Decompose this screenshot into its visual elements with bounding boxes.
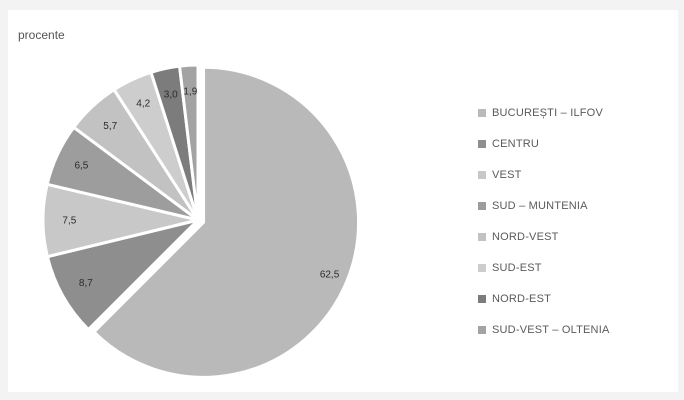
pie-slice-centru (45, 217, 203, 332)
data-label-sud-vest-oltenia: 1,9 (183, 87, 197, 98)
legend-item-sud-muntenia: SUD – MUNTENIA (478, 190, 610, 221)
legend-swatch (478, 232, 486, 241)
data-label-nord-est: 3,0 (164, 89, 178, 100)
legend-label: VEST (492, 168, 522, 181)
legend-label: SUD-EST (492, 261, 542, 274)
legend-label: NORD-VEST (492, 230, 559, 243)
legend: BUCUREȘTI – ILFOV CENTRU VEST SUD – MUNTENI… (478, 97, 610, 345)
data-label-nord-vest: 5,7 (103, 121, 117, 132)
legend-item-nord-vest: NORD-VEST (478, 221, 610, 252)
legend-item-bucuresti-ilfov: BUCUREȘTI – ILFOV (478, 97, 610, 128)
data-label-bucuresti-ilfov: 62,5 (320, 269, 340, 280)
legend-label: CENTRU (492, 137, 540, 150)
legend-swatch (478, 170, 486, 179)
legend-label: BUCUREȘTI – ILFOV (492, 106, 603, 119)
pie-slice-sud-vest-oltenia (177, 63, 200, 221)
legend-swatch (478, 294, 486, 303)
legend-item-nord-est: NORD-EST (478, 283, 610, 314)
data-label-vest: 7,5 (62, 215, 76, 226)
legend-label: SUD – MUNTENIA (492, 199, 588, 212)
legend-swatch (478, 263, 486, 272)
legend-item-sud-est: SUD-EST (478, 252, 610, 283)
data-label-sud-muntenia: 6,5 (74, 161, 88, 172)
legend-swatch (478, 201, 486, 210)
legend-item-vest: VEST (478, 159, 610, 190)
legend-label: NORD-EST (492, 292, 552, 305)
legend-item-sud-vest-oltenia: SUD-VEST – OLTENIA (478, 314, 610, 345)
data-label-sud-est: 4,2 (136, 99, 150, 110)
legend-swatch (478, 108, 486, 117)
unit-label: procente (18, 28, 65, 42)
data-label-centru: 8,7 (79, 278, 93, 289)
legend-swatch (478, 139, 486, 148)
legend-swatch (478, 325, 486, 334)
pie-slice-bucuresti-ilfov (91, 65, 360, 379)
legend-item-centru: CENTRU (478, 128, 610, 159)
legend-label: SUD-VEST – OLTENIA (492, 323, 610, 336)
